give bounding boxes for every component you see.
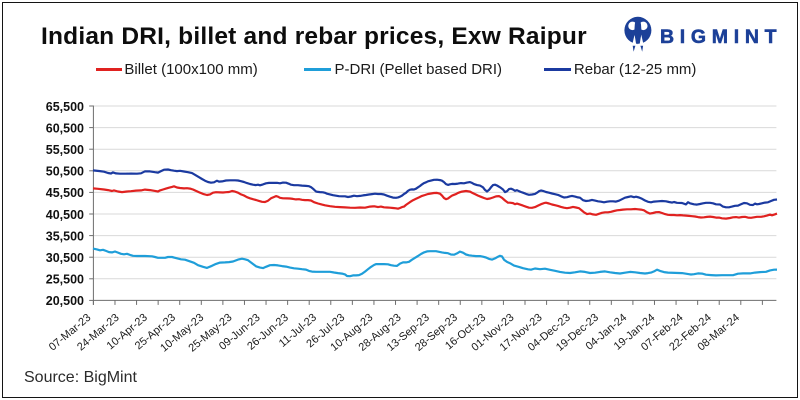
svg-text:60,500: 60,500 (46, 121, 84, 135)
svg-text:25,500: 25,500 (46, 273, 84, 287)
svg-text:30,500: 30,500 (46, 251, 84, 265)
svg-text:45,500: 45,500 (46, 186, 84, 200)
svg-text:40,500: 40,500 (46, 208, 84, 222)
svg-text:55,500: 55,500 (46, 143, 84, 157)
svg-text:20,500: 20,500 (46, 294, 84, 308)
svg-text:65,500: 65,500 (46, 100, 84, 114)
svg-text:35,500: 35,500 (46, 229, 84, 243)
svg-text:50,500: 50,500 (46, 165, 84, 179)
